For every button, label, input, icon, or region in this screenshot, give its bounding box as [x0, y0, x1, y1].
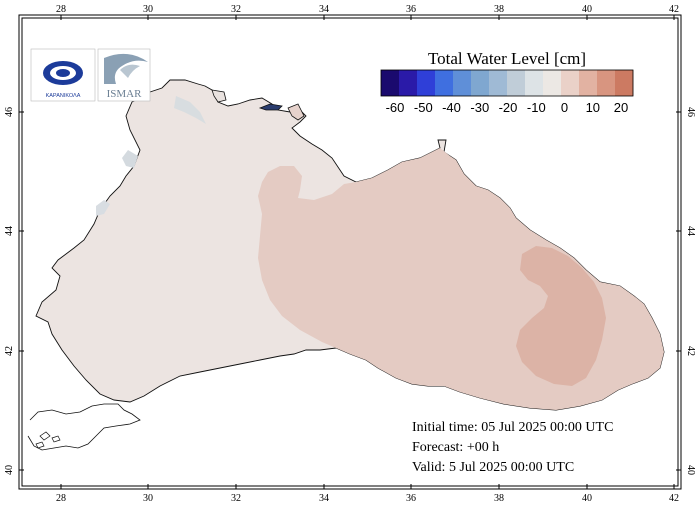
legend-tick-label: -10: [527, 100, 546, 115]
lon-label-top-30: 30: [143, 4, 153, 15]
legend-tick-label: -40: [442, 100, 461, 115]
legend-border: [380, 69, 634, 97]
legend-swatch: [615, 70, 634, 96]
logo-2-ismar: ISMAR: [97, 48, 151, 102]
strong-anomaly-region: [516, 246, 606, 386]
legend-swatch: [417, 70, 436, 96]
legend-title: Total Water Level [cm]: [428, 49, 586, 68]
lat-label-left-40: 40: [4, 465, 15, 475]
valid-time-text: Valid: 5 Jul 2025 00:00 UTC: [412, 460, 575, 475]
lon-label-bottom-42: 42: [669, 493, 679, 504]
legend-tick-label: -60: [386, 100, 405, 115]
svg-text:ΚΑΡΑΝΙΚΟΛΑ: ΚΑΡΑΝΙΚΟΛΑ: [46, 93, 81, 99]
lat-label-right-46: 46: [685, 107, 696, 117]
lon-label-bottom-36: 36: [406, 493, 416, 504]
negative-anomaly-coast: [122, 150, 138, 168]
marmara-coast: [27, 403, 141, 451]
legend-tick-label: -20: [499, 100, 518, 115]
lat-label-left-44: 44: [4, 226, 15, 236]
azov-east-inlet: [287, 103, 305, 121]
marmara-island-1: [39, 431, 51, 441]
negative-anomaly-region: [174, 96, 206, 124]
legend-tick-label: -30: [470, 100, 489, 115]
color-legend: Total Water Level [cm] -60 -50 -40 -30 -20 -1…: [380, 49, 634, 115]
lat-label-right-40: 40: [685, 465, 696, 475]
negative-anomaly-west: [96, 200, 110, 216]
legend-swatch: [597, 70, 616, 96]
legend-swatch: [399, 70, 418, 96]
legend-swatch: [471, 70, 490, 96]
legend-swatch: [435, 70, 454, 96]
lon-label-bottom-28: 28: [56, 493, 66, 504]
legend-ticks: -60 -50 -40 -30 -20 -10 0 10 20: [386, 100, 629, 115]
legend-swatch: [543, 70, 562, 96]
lat-label-right-44: 44: [685, 226, 696, 236]
legend-swatch: [381, 70, 400, 96]
legend-tick-label: 0: [561, 100, 568, 115]
lon-label-bottom-32: 32: [231, 493, 241, 504]
lat-label-right-42: 42: [685, 346, 696, 356]
lon-label-top-34: 34: [319, 4, 329, 15]
forecast-hour-text: Forecast: +00 h: [412, 440, 500, 455]
lon-label-top-32: 32: [231, 4, 241, 15]
lon-label-bottom-38: 38: [494, 493, 504, 504]
marmara-island-2: [51, 435, 61, 443]
legend-swatch: [489, 70, 508, 96]
lon-label-bottom-34: 34: [319, 493, 329, 504]
legend-swatch: [453, 70, 472, 96]
lon-label-bottom-30: 30: [143, 493, 153, 504]
lon-label-top-28: 28: [56, 4, 66, 15]
latitude-ticks: [19, 111, 681, 471]
legend-swatch: [525, 70, 544, 96]
legend-tick-label: 10: [586, 100, 600, 115]
azov-inlet: [211, 89, 227, 103]
map-outer-frame: [18, 14, 682, 490]
lon-label-bottom-40: 40: [582, 493, 592, 504]
longitude-ticks: [60, 15, 675, 489]
svg-text:ISMAR: ISMAR: [107, 88, 143, 100]
legend-tick-label: 20: [614, 100, 628, 115]
lon-label-top-40: 40: [582, 4, 592, 15]
initial-time-text: Initial time: 05 Jul 2025 00:00 UTC: [412, 420, 614, 435]
legend-tick-label: -50: [414, 100, 433, 115]
lon-label-top-38: 38: [494, 4, 504, 15]
legend-swatch: [579, 70, 598, 96]
lon-label-top-36: 36: [406, 4, 416, 15]
lon-label-top-42: 42: [669, 4, 679, 15]
lat-label-left-46: 46: [4, 107, 15, 117]
azov-strait: [258, 103, 283, 111]
legend-swatch: [507, 70, 526, 96]
marmara-island-3: [35, 441, 45, 449]
lat-label-left-42: 42: [4, 346, 15, 356]
logo-1: ΚΑΡΑΝΙΚΟΛΑ: [30, 48, 96, 102]
legend-swatches: [381, 70, 634, 96]
legend-swatch: [561, 70, 580, 96]
